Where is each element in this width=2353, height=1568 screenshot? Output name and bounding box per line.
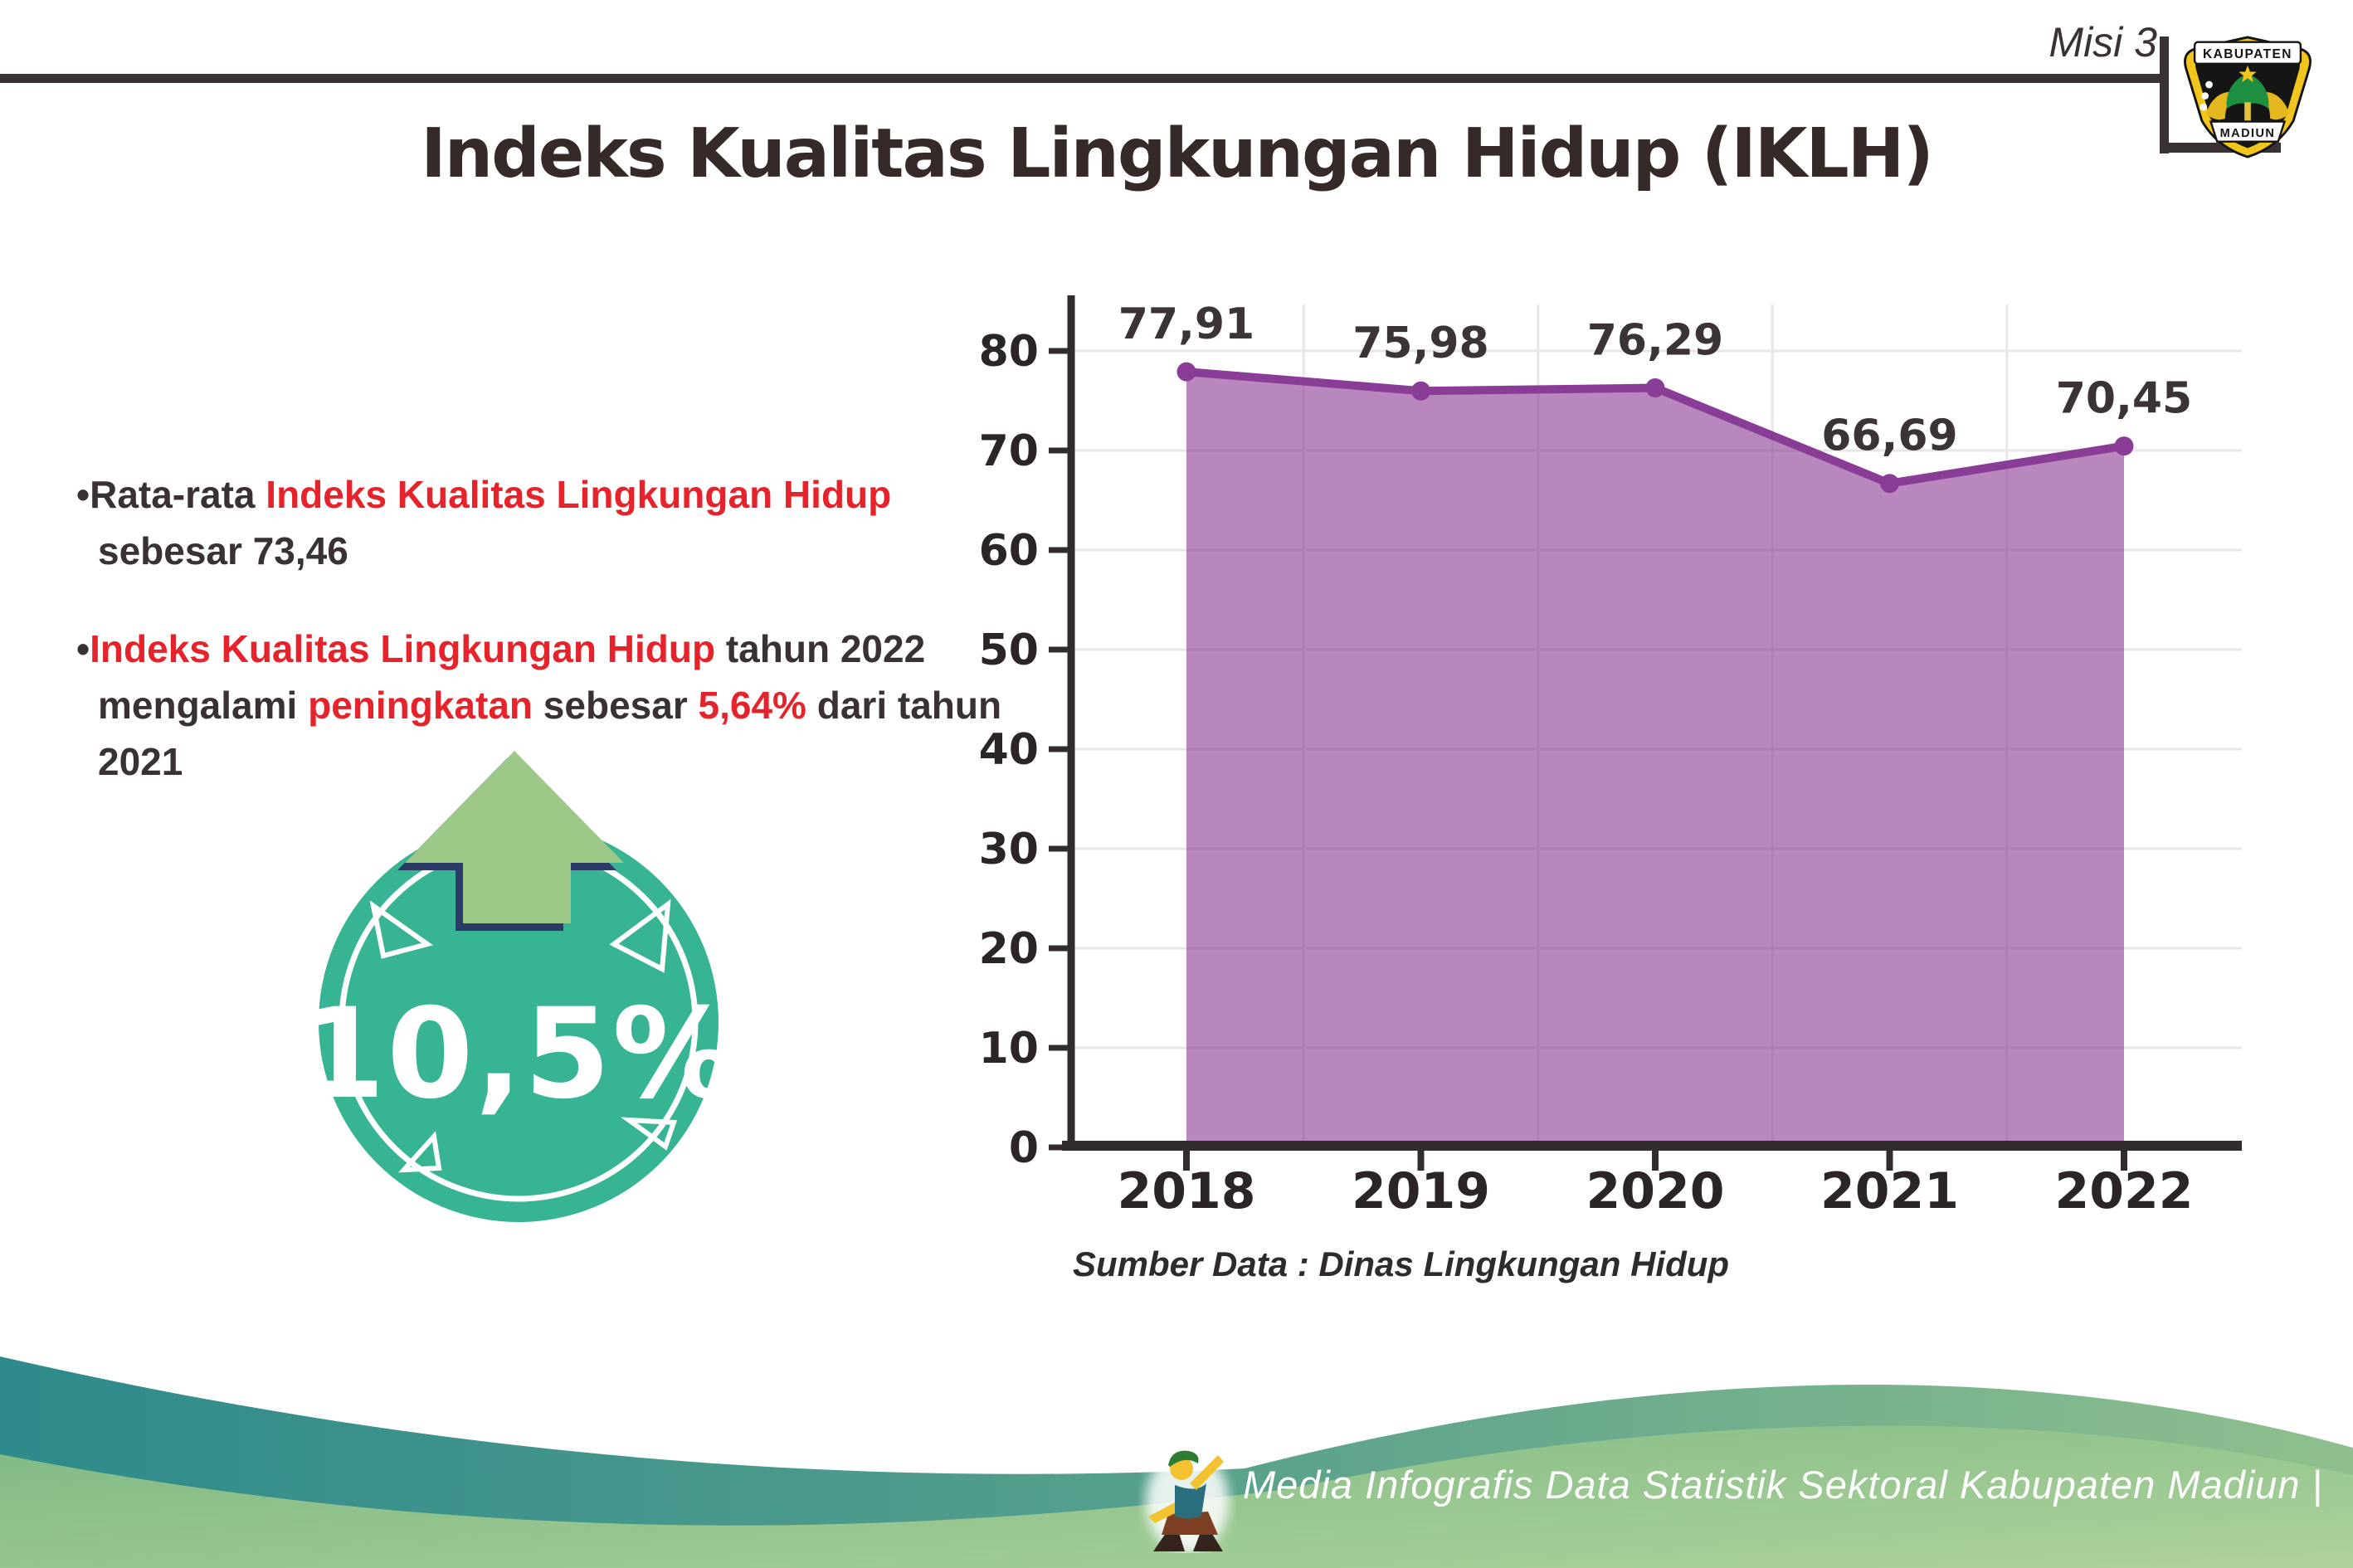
sparkle-triangle-icon [397,1131,442,1173]
corner-bracket-vertical [2160,37,2169,153]
logo-cotton-icon [2205,80,2213,89]
mascot-sarong [1162,1512,1218,1535]
footer-credit: Media Infografis Data Statistik Sektoral… [1243,1463,2323,1507]
bullet-average-iklh: •Rata-rata Indeks Kualitas Lingkungan Hi… [76,466,1035,579]
logo-banner-bottom [2209,120,2287,143]
data-point-marker [1645,378,1665,398]
bullet-increase-2022: •Indeks Kualitas Lingkungan Hidup tahun … [76,621,1035,790]
key-findings-list: •Rata-rata Indeks Kualitas Lingkungan Hi… [76,466,1035,831]
header-rule [0,74,2167,83]
x-tick-label: 2019 [1352,1162,1490,1220]
footer-mascot [1146,1450,1229,1553]
y-tick-label: 70 [979,426,1039,476]
y-tick-label: 20 [979,924,1039,974]
kabupaten-madiun-logo: KABUPATEN MADIUN [2184,36,2312,158]
footer-wave [0,1356,2353,1568]
data-point-marker [1176,362,1196,382]
logo-banner-top [2193,41,2302,66]
iklh-chart: 0 10 20 30 40 50 60 70 80 2018 2019 2020 2021 2022 77,… [979,295,2242,1220]
logo-tree-trunk [2244,102,2251,125]
y-tick-label: 40 [979,725,1039,775]
mascot-cap [1168,1450,1199,1467]
logo-star-icon [2239,65,2257,83]
data-point-label: 75,98 [1352,319,1488,368]
data-point-marker [1880,474,1899,494]
sparkle-triangle-icon [621,1117,678,1151]
badge-circle [319,822,719,1222]
data-point-label: 76,29 [1587,316,1723,366]
logo-banner-bottom-text: MADIUN [2220,127,2276,140]
data-point-marker [1411,381,1430,401]
x-tick-label: 2022 [2055,1162,2194,1220]
y-tick-label: 50 [979,626,1039,675]
mascot-torso [1175,1483,1206,1519]
mascot-arm-right [1190,1455,1224,1490]
page-title: Indeks Kualitas Lingkungan Hidup (IKLH) [421,114,1934,193]
text-run: 5,64% [698,684,806,727]
data-point-label: 66,69 [1821,411,1957,461]
data-point-label: 77,91 [1118,299,1254,349]
increase-badge: 10,5% [299,751,738,1222]
y-tick-label: 80 [979,327,1039,377]
sparkle-triangle-icon [369,900,433,959]
y-tick-label: 30 [979,825,1039,874]
area-fill [1186,372,2124,1146]
mascot-arm-left [1148,1502,1181,1523]
logo-cotton-icon [2200,103,2208,111]
misi-label: Misi 3 [2049,19,2157,66]
text-run: peningkatan [308,684,533,727]
chart-source-label: Sumber Data : Dinas Lingkungan Hidup [1073,1244,1730,1283]
logo-banner-top-text: KABUPATEN [2203,47,2292,61]
badge-value: 10,5% [299,982,738,1127]
footer-wave-front [0,1425,2353,1568]
logo-tree-icon [2226,73,2269,110]
text-run: dari tahun 2021 [98,684,1002,783]
text-run: Indeks Kualitas Lingkungan Hidup [266,473,892,516]
sparkle-triangle-icon [609,898,671,973]
text-run: Indeks Kualitas Lingkungan Hidup [90,627,716,670]
up-arrow-icon [405,751,624,923]
y-tick-label: 10 [979,1024,1039,1074]
text-run: • [76,627,90,670]
data-point-label: 70,45 [2056,374,2192,424]
x-tick-label: 2020 [1586,1162,1725,1220]
logo-cotton-icon [2201,92,2209,100]
y-tick-label: 0 [1009,1123,1039,1173]
text-run: sebesar 73,46 [98,529,348,572]
x-tick-label: 2021 [1820,1162,1959,1220]
text-run: •Rata-rata [76,473,266,516]
mascot-leg [1193,1522,1223,1551]
y-tick-label: 60 [979,526,1039,576]
x-tick-label: 2018 [1118,1162,1256,1220]
data-point-marker [2114,436,2134,456]
text-run: tahun 2022 mengalami [98,627,926,727]
text-run: sebesar [533,684,699,727]
